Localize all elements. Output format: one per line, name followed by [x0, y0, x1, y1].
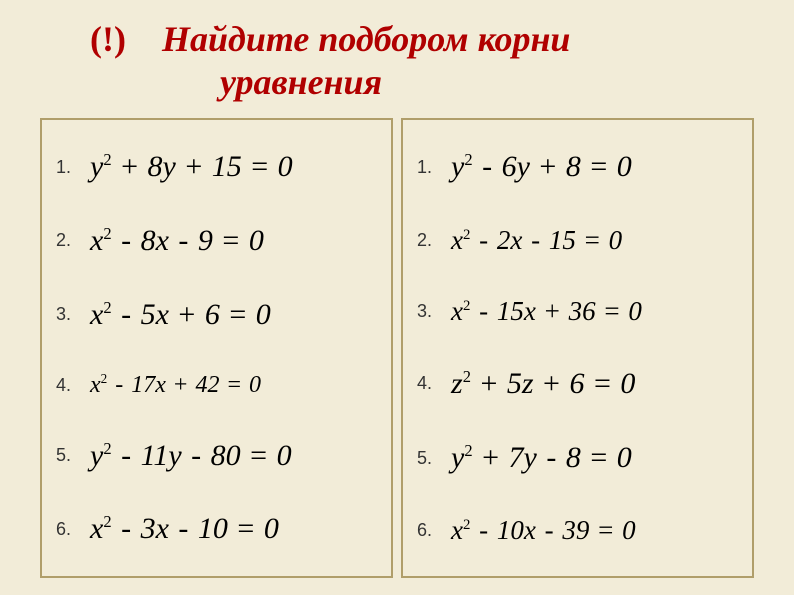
- equation: x2 - 5x + 6 = 0: [90, 298, 271, 332]
- equation-row: 3. x2 - 15x + 36 = 0: [417, 296, 738, 327]
- equation-row: 2. x2 - 2x - 15 = 0: [417, 225, 738, 256]
- slide-title-line1: (!) Найдите подбором корни: [90, 18, 754, 61]
- right-column: 1. y2 - 6y + 8 = 0 2. x2 - 2x - 15 = 0 3. x2 …: [401, 118, 754, 578]
- equation: x2 - 15x + 36 = 0: [451, 296, 642, 327]
- equation-row: 1. y2 - 6y + 8 = 0: [417, 150, 738, 184]
- equation-row: 6. x2 - 10x - 39 = 0: [417, 515, 738, 546]
- list-number: 1.: [417, 157, 437, 178]
- equation: y2 + 7y - 8 = 0: [451, 441, 632, 475]
- equation: x2 - 3x - 10 = 0: [90, 512, 279, 546]
- title-text-1: Найдите подбором корни: [162, 19, 570, 59]
- equation: x2 - 8x - 9 = 0: [90, 224, 264, 258]
- equation-row: 3. x2 - 5x + 6 = 0: [56, 298, 377, 332]
- columns-container: 1. y2 + 8y + 15 = 0 2. x2 - 8x - 9 = 0 3. x2 …: [40, 118, 754, 578]
- left-column: 1. y2 + 8y + 15 = 0 2. x2 - 8x - 9 = 0 3. x2 …: [40, 118, 393, 578]
- equation-row: 1. y2 + 8y + 15 = 0: [56, 150, 377, 184]
- equation-row: 5. y2 - 11y - 80 = 0: [56, 439, 377, 473]
- list-number: 2.: [417, 230, 437, 251]
- list-number: 4.: [417, 373, 437, 394]
- equation-row: 2. x2 - 8x - 9 = 0: [56, 224, 377, 258]
- title-prefix: (!): [90, 19, 126, 59]
- equation: y2 + 8y + 15 = 0: [90, 150, 293, 184]
- list-number: 2.: [56, 230, 76, 251]
- list-number: 1.: [56, 157, 76, 178]
- equation-row: 4. z2 + 5z + 6 = 0: [417, 367, 738, 401]
- equation-row: 6. x2 - 3x - 10 = 0: [56, 512, 377, 546]
- equation: z2 + 5z + 6 = 0: [451, 367, 635, 401]
- list-number: 5.: [417, 448, 437, 469]
- equation-row: 4. x2 - 17x + 42 = 0: [56, 371, 377, 399]
- equation: y2 - 6y + 8 = 0: [451, 150, 632, 184]
- list-number: 6.: [417, 520, 437, 541]
- equation: x2 - 10x - 39 = 0: [451, 515, 636, 546]
- list-number: 3.: [417, 301, 437, 322]
- list-number: 6.: [56, 519, 76, 540]
- list-number: 4.: [56, 375, 76, 396]
- list-number: 5.: [56, 445, 76, 466]
- equation: x2 - 17x + 42 = 0: [90, 371, 261, 399]
- slide: (!) Найдите подбором корни уравнения 1. y…: [0, 0, 794, 595]
- equation: x2 - 2x - 15 = 0: [451, 225, 622, 256]
- slide-title-line2: уравнения: [90, 61, 754, 104]
- slide-title-block: (!) Найдите подбором корни уравнения: [40, 18, 754, 104]
- equation: y2 - 11y - 80 = 0: [90, 439, 292, 473]
- equation-row: 5. y2 + 7y - 8 = 0: [417, 441, 738, 475]
- list-number: 3.: [56, 304, 76, 325]
